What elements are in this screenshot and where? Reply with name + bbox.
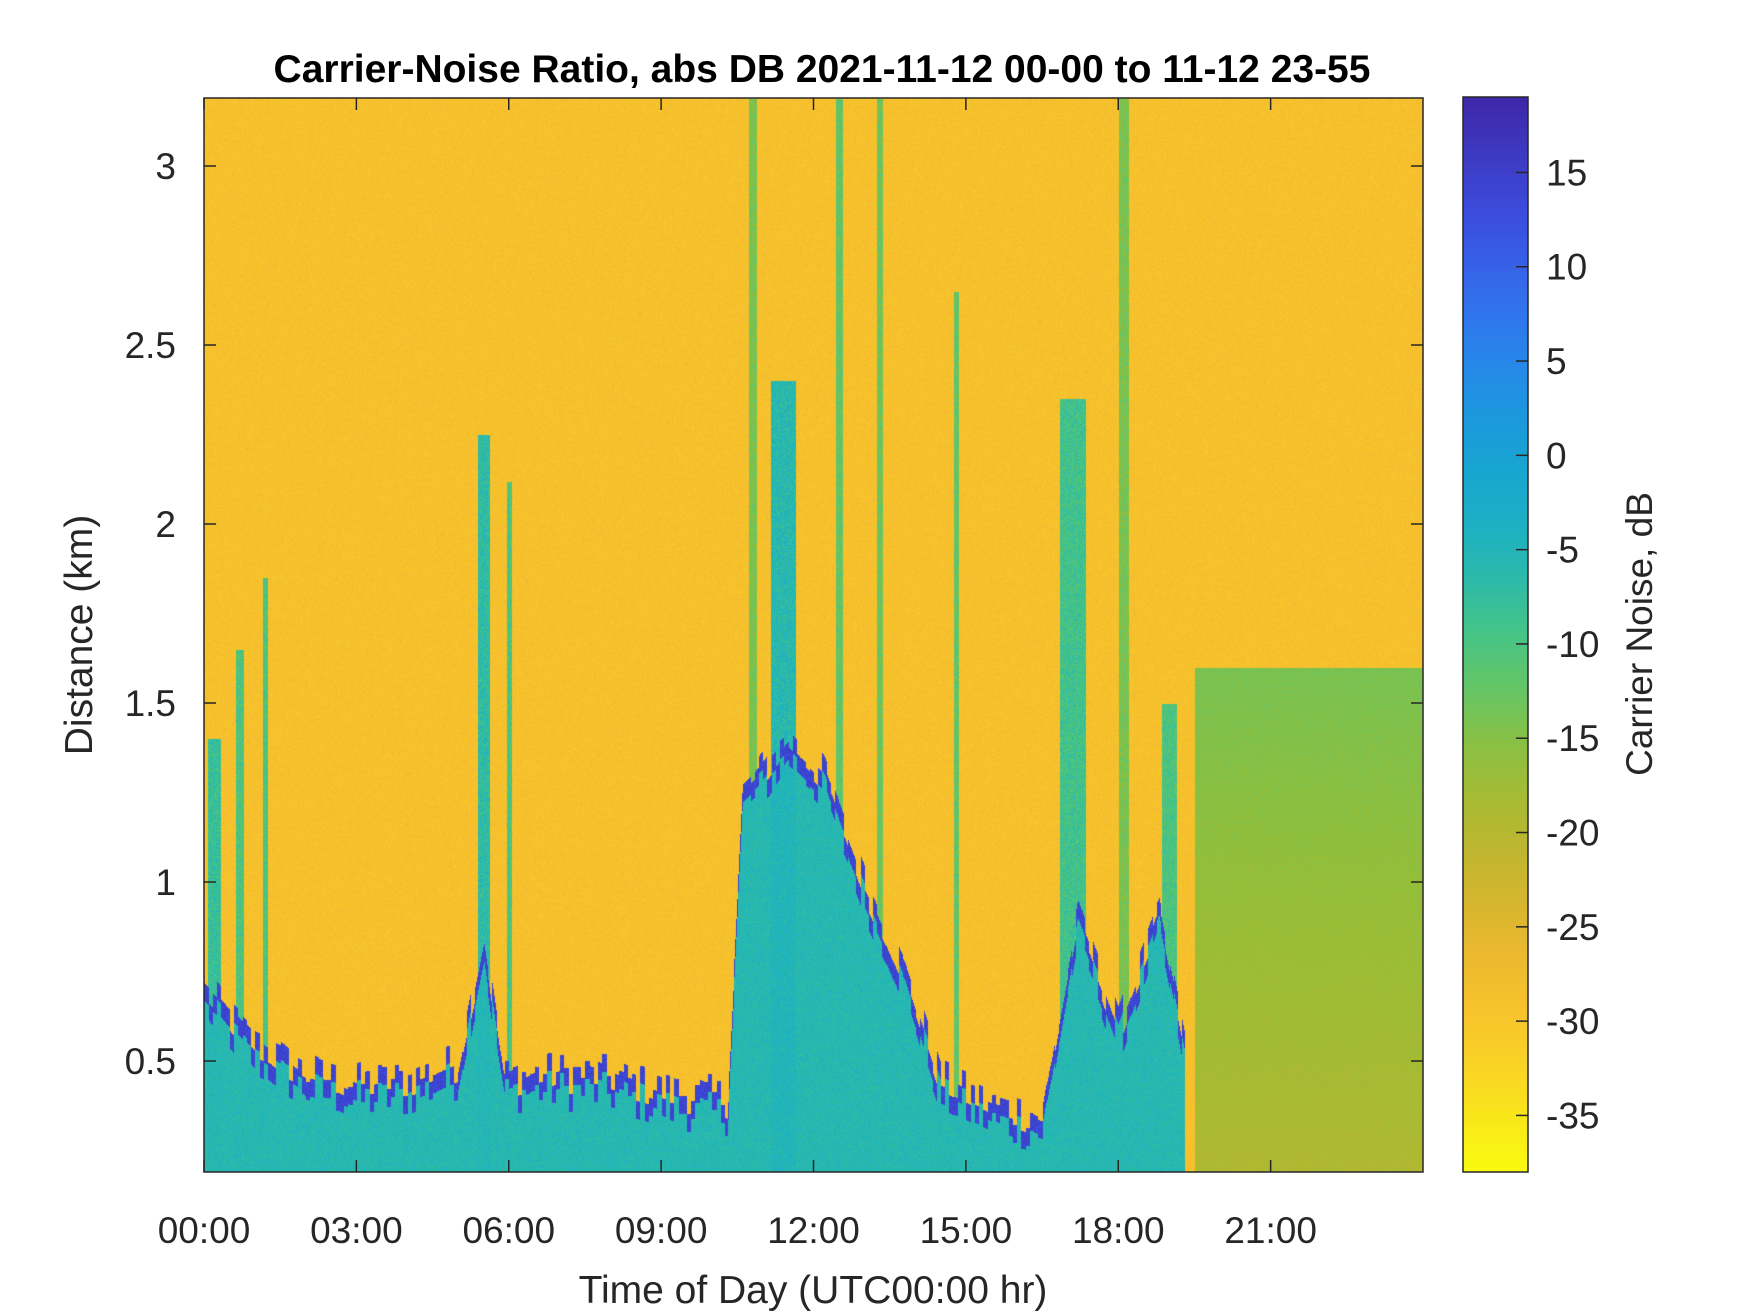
- x-tick-label: 06:00: [462, 1210, 555, 1251]
- y-axis-label: Distance (km): [58, 515, 101, 756]
- x-axis: 00:00 03:00 06:00 09:00 12:00 15:00 18:00 21:00: [158, 98, 1317, 1251]
- x-tick-label: 15:00: [920, 1210, 1013, 1251]
- heatmap-plot-area: [203, 97, 1424, 1173]
- x-tick-label: 21:00: [1224, 1210, 1317, 1251]
- colorbar: 15 10 5 0 -5 -10 -15 -20 -25 -30 -35 Carrier Noise…: [1462, 96, 1660, 1173]
- colorbar-tick-label: -35: [1546, 1095, 1599, 1136]
- colorbar-tick-label: 15: [1546, 152, 1587, 193]
- colorbar-tick-label: 0: [1546, 435, 1567, 476]
- y-tick-label: 3: [155, 146, 176, 187]
- x-axis-label: Time of Day (UTC00:00 hr): [579, 1269, 1048, 1312]
- heatmap-image-frame: [204, 98, 1423, 1172]
- colorbar-tick-label: -25: [1546, 907, 1599, 948]
- x-tick-label: 12:00: [767, 1210, 860, 1251]
- y-tick-label: 2: [155, 504, 176, 545]
- y-tick-label: 2.5: [125, 325, 176, 366]
- colorbar-tick-label: -15: [1546, 718, 1599, 759]
- x-tick-label: 18:00: [1072, 1210, 1165, 1251]
- colorbar-tick-label: -5: [1546, 530, 1579, 571]
- colorbar-gradient: [1462, 96, 1529, 1173]
- heatmap-image: [204, 98, 1423, 1172]
- colorbar-label: Carrier Noise, dB: [1619, 492, 1660, 776]
- y-tick-label: 0.5: [125, 1041, 176, 1082]
- x-tick-label: 00:00: [158, 1210, 251, 1251]
- colorbar-tick-label: -20: [1546, 813, 1599, 854]
- y-tick-label: 1: [155, 862, 176, 903]
- colorbar-ticks: 15 10 5 0 -5 -10 -15 -20 -25 -30 -35: [1516, 152, 1599, 1136]
- y-tick-label: 1.5: [125, 683, 176, 724]
- colorbar-tick-label: 5: [1546, 341, 1567, 382]
- y-axis: 0.5 1 1.5 2 2.5 3: [125, 146, 1423, 1082]
- colorbar-tick-label: -10: [1546, 624, 1599, 665]
- colorbar-tick-label: -30: [1546, 1001, 1599, 1042]
- colorbar-tick-label: 10: [1546, 247, 1587, 288]
- x-tick-label: 09:00: [615, 1210, 708, 1251]
- x-tick-label: 03:00: [310, 1210, 403, 1251]
- chart-title: Carrier-Noise Ratio, abs DB 2021-11-12 0…: [274, 48, 1371, 91]
